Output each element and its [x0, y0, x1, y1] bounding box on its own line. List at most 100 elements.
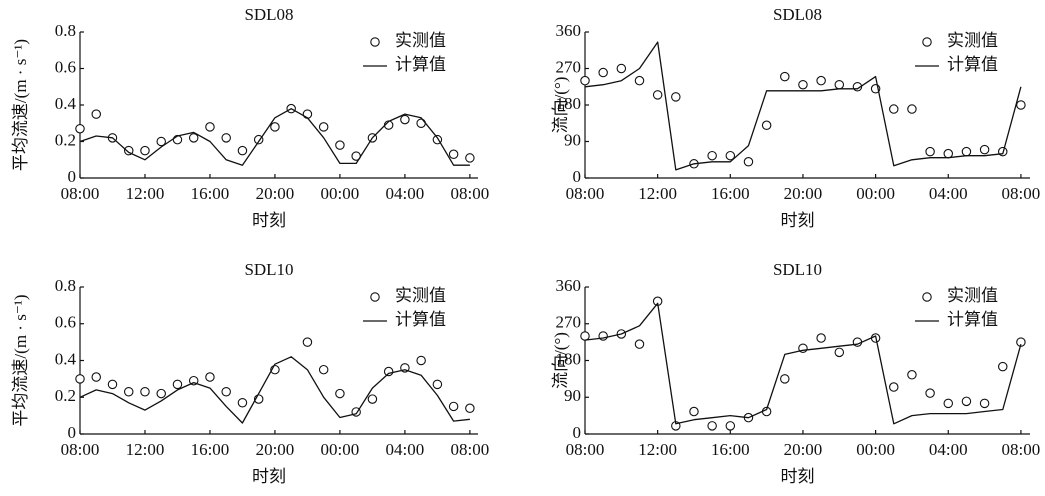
data-point: [979, 144, 990, 155]
data-point: [780, 374, 790, 384]
x-tick-label: 16:00: [711, 184, 750, 203]
x-tick-label: 04:00: [929, 184, 968, 203]
data-line: [79, 108, 470, 166]
x-tick-label: 16:00: [191, 184, 230, 203]
data-point: [75, 123, 85, 134]
data-point: [1016, 100, 1026, 110]
data-point: [598, 67, 608, 78]
data-point: [943, 148, 954, 159]
x-tick-label: 20:00: [784, 440, 823, 459]
legend-label: 计算值: [395, 310, 446, 329]
data-point: [725, 421, 736, 431]
x-axis-label: 时刻: [252, 467, 286, 486]
y-axis-label: 平均流速/(m · s⁻¹): [11, 294, 30, 426]
data-point: [432, 379, 443, 390]
x-tick-label: 12:00: [638, 440, 677, 459]
data-point: [188, 133, 199, 143]
legend-marker: [922, 292, 932, 302]
x-tick-label: 08:00: [451, 184, 490, 203]
data-line: [79, 356, 470, 424]
data-point: [580, 75, 590, 86]
data-point: [707, 150, 717, 161]
data-point: [907, 104, 917, 114]
x-tick-label: 12:00: [638, 184, 677, 203]
y-tick-label: 0: [68, 167, 77, 186]
x-tick-label: 00:00: [856, 440, 895, 459]
data-point: [816, 333, 826, 343]
y-axis-label: 流向/(°): [551, 332, 570, 389]
data-point: [925, 388, 935, 398]
data-point: [761, 120, 772, 131]
x-tick-label: 16:00: [711, 440, 750, 459]
data-point: [335, 140, 345, 150]
data-point: [634, 339, 645, 349]
legend-marker: [370, 292, 380, 302]
data-point: [465, 153, 475, 163]
legend-label: 实测值: [395, 286, 446, 305]
data-point: [383, 366, 394, 377]
y-tick-label: 90: [564, 130, 581, 149]
data-point: [834, 347, 845, 358]
data-point: [816, 75, 826, 86]
x-axis-label: 时刻: [781, 211, 815, 230]
data-point: [156, 388, 166, 399]
data-point: [634, 75, 645, 86]
data-point: [335, 388, 345, 399]
x-tick-label: 08:00: [61, 440, 100, 459]
legend-label: 计算值: [947, 55, 998, 74]
data-point: [979, 398, 990, 409]
data-line: [584, 302, 1022, 425]
x-tick-label: 12:00: [126, 184, 165, 203]
data-point: [580, 331, 590, 341]
y-axis-label: 平均流速/(m · s⁻¹): [11, 39, 30, 171]
data-point: [75, 374, 85, 384]
x-tick-label: 16:00: [191, 440, 230, 459]
y-tick-label: 0: [573, 167, 582, 186]
x-tick-label: 04:00: [929, 440, 968, 459]
data-point: [302, 337, 313, 347]
data-point: [318, 122, 329, 132]
data-point: [780, 71, 790, 82]
x-tick-label: 08:00: [451, 440, 490, 459]
legend-label: 实测值: [947, 286, 998, 305]
x-tick-label: 12:00: [126, 440, 165, 459]
data-point: [961, 396, 972, 407]
data-point: [91, 372, 101, 382]
data-point: [416, 355, 426, 366]
data-point: [221, 133, 231, 143]
data-point: [123, 386, 134, 397]
chart-title: SDL10: [773, 260, 822, 279]
data-point: [302, 109, 313, 119]
x-tick-label: 00:00: [856, 184, 895, 203]
y-tick-label: 0.2: [55, 130, 76, 149]
data-point: [107, 379, 118, 390]
data-point: [140, 145, 150, 156]
data-point: [465, 403, 475, 414]
data-line: [584, 41, 1022, 171]
x-tick-label: 04:00: [386, 440, 425, 459]
y-tick-label: 0.2: [55, 386, 76, 405]
data-point: [743, 157, 754, 167]
x-axis-label: 时刻: [252, 211, 286, 230]
x-tick-label: 00:00: [321, 440, 360, 459]
x-tick-label: 20:00: [256, 440, 295, 459]
data-point: [416, 118, 426, 129]
x-tick-label: 08:00: [1002, 184, 1041, 203]
x-tick-label: 20:00: [784, 184, 823, 203]
legend-label: 实测值: [395, 31, 446, 50]
legend-label: 实测值: [947, 31, 998, 50]
x-tick-label: 08:00: [566, 184, 605, 203]
legend-marker: [370, 37, 380, 47]
data-point: [448, 149, 459, 160]
data-point: [221, 386, 231, 397]
legend-label: 计算值: [395, 55, 446, 74]
data-point: [907, 370, 917, 380]
data-point: [205, 122, 215, 132]
chart-title: SDL10: [244, 260, 293, 279]
chart-title: SDL08: [244, 5, 293, 24]
data-point: [889, 104, 899, 114]
y-tick-label: 270: [556, 313, 582, 332]
y-tick-label: 360: [556, 276, 582, 295]
x-tick-label: 08:00: [566, 440, 605, 459]
